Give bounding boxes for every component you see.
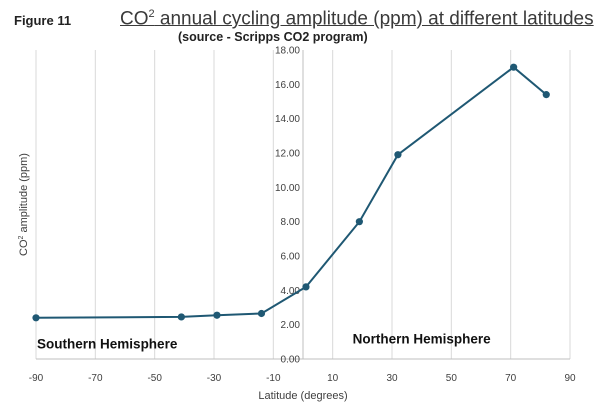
y-axis-title-prefix: CO <box>18 239 30 256</box>
title-rest: annual cycling amplitude (ppm) at differ… <box>154 8 594 30</box>
y-tick-label: 14.00 <box>275 114 300 125</box>
data-point <box>257 309 266 318</box>
data-point <box>32 314 40 322</box>
data-point <box>394 151 402 159</box>
y-tick-label: 18.00 <box>275 46 300 57</box>
x-tick-label: -90 <box>29 373 44 384</box>
hemisphere-label: Southern Hemisphere <box>37 337 178 352</box>
figure-label: Figure 11 <box>14 13 72 28</box>
title-prefix: CO <box>120 8 149 30</box>
x-tick-label: 50 <box>446 373 458 384</box>
grid-lines <box>35 50 571 359</box>
y-tick-label: 16.00 <box>275 80 300 91</box>
x-tick-label: 70 <box>505 373 517 384</box>
data-point <box>542 91 550 99</box>
x-tick-label: 30 <box>386 373 398 384</box>
x-tick-label: -50 <box>147 373 162 384</box>
data-points <box>32 63 550 322</box>
y-tick-label: 4.00 <box>281 286 301 297</box>
y-tick-label: 12.00 <box>275 149 300 160</box>
x-tick-label: -30 <box>207 373 222 384</box>
chart-subtitle: (source - Scripps CO2 program) <box>178 30 368 44</box>
x-tick-label: -10 <box>266 373 281 384</box>
x-axis-title: Latitude (degrees) <box>258 390 347 402</box>
x-tick-label: 90 <box>564 373 576 384</box>
title-subscript: 2 <box>148 8 155 20</box>
data-point <box>355 218 363 226</box>
y-tick-label: 2.00 <box>281 320 301 331</box>
y-tick-label: 6.00 <box>281 252 301 263</box>
data-point <box>302 283 310 291</box>
y-axis-title: CO2 amplitude (ppm) <box>18 153 30 256</box>
y-axis-title-rest: amplitude (ppm) <box>18 153 30 236</box>
hemisphere-label: Northern Hemisphere <box>353 332 492 347</box>
x-tick-label: 10 <box>327 373 339 384</box>
x-tick-labels: -90 -70 -50 -30 -10 10 30 50 70 90 <box>29 373 576 384</box>
data-point <box>510 63 518 71</box>
chart-title: CO2 annual cycling amplitude (ppm) at di… <box>120 8 594 30</box>
data-point <box>213 311 221 319</box>
y-tick-label: 10.00 <box>275 183 300 194</box>
x-tick-label: -70 <box>88 373 103 384</box>
y-axis-title-sup: 2 <box>18 235 25 239</box>
y-tick-label: 8.00 <box>281 217 301 228</box>
y-tick-labels: 0.00 2.00 4.00 6.00 8.00 10.00 12.00 14.00 16.00… <box>275 46 300 366</box>
data-point <box>177 313 185 321</box>
y-tick-label: 0.00 <box>281 355 301 366</box>
annotations: Southern Hemisphere Northern Hemisphere <box>37 332 491 352</box>
